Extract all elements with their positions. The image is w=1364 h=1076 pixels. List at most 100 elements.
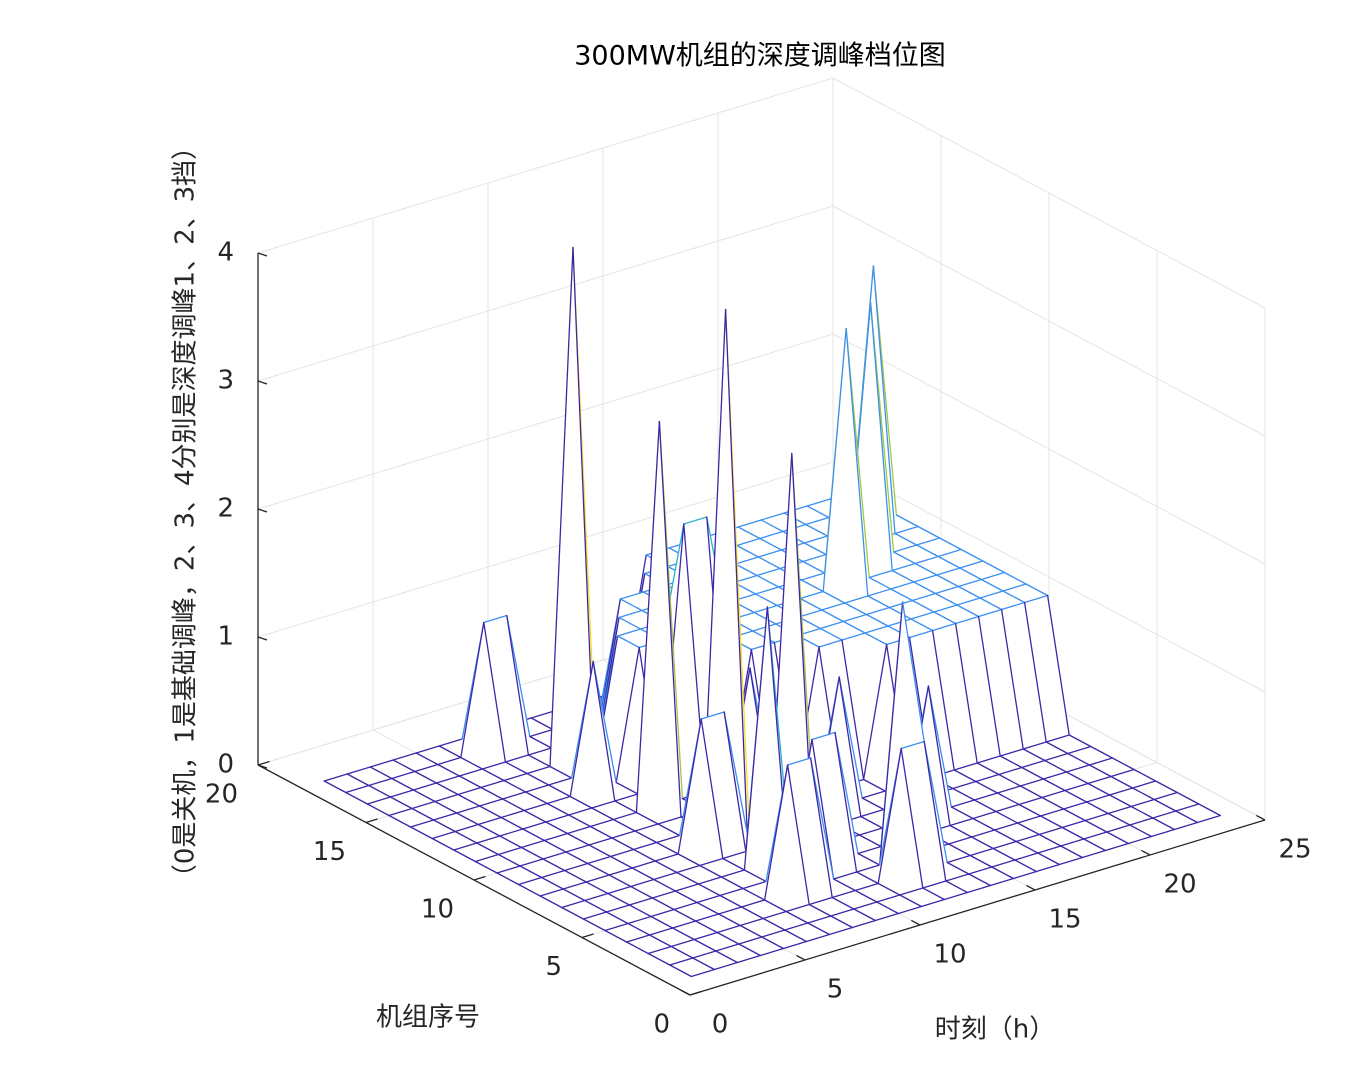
mesh-face	[610, 849, 656, 868]
mesh-edge	[894, 532, 918, 546]
mesh-edge	[802, 553, 827, 563]
mesh-edge	[618, 616, 642, 630]
mesh-edge	[736, 954, 762, 964]
mesh-edge	[1107, 805, 1132, 815]
mesh-edge	[524, 784, 550, 793]
mesh-edge	[1152, 817, 1176, 831]
mesh-edge	[647, 952, 671, 966]
mesh-edge	[858, 834, 882, 848]
mesh-edge	[761, 936, 785, 950]
mesh-face	[821, 603, 867, 622]
mesh-edge	[522, 828, 546, 842]
y-tick	[581, 933, 594, 939]
mesh-edge	[975, 780, 999, 794]
mesh-edge	[591, 800, 616, 809]
mesh-edge	[614, 800, 638, 814]
mesh-edge	[763, 899, 787, 913]
mesh-edge	[808, 903, 832, 917]
mesh-edge	[392, 752, 417, 761]
mesh-edge	[1064, 789, 1088, 803]
mesh-edge	[612, 818, 636, 832]
mesh-edge	[1067, 745, 1092, 755]
mesh-edge	[891, 562, 916, 572]
mesh-edge	[842, 613, 868, 623]
mesh-edge	[673, 908, 697, 922]
mesh-edge	[716, 924, 741, 934]
mesh-edge	[1015, 833, 1040, 843]
mesh-edge	[547, 784, 571, 798]
mesh-edge	[947, 843, 971, 857]
mesh-edge	[819, 627, 843, 641]
mesh-edge	[431, 837, 455, 851]
mesh-edge	[604, 922, 629, 932]
mesh-edge	[968, 873, 992, 887]
mesh-face	[970, 848, 1015, 867]
mesh-edge	[539, 888, 564, 897]
mesh-edge	[865, 613, 889, 627]
mesh-edge	[1110, 768, 1135, 778]
mesh-edge	[1130, 805, 1154, 819]
mesh-edge	[497, 853, 521, 867]
mesh-edge	[936, 574, 960, 588]
mesh-edge	[911, 592, 937, 602]
mesh-face	[800, 591, 845, 610]
mesh-edge	[947, 836, 973, 845]
mesh-edge	[805, 516, 830, 526]
mesh-edge	[993, 822, 1019, 831]
mesh-face	[504, 773, 549, 792]
mesh-edge	[657, 823, 681, 837]
mesh-edge	[650, 915, 674, 929]
mesh-edge	[676, 864, 701, 874]
mesh-edge	[692, 950, 717, 959]
mesh-edge	[625, 934, 651, 943]
mesh-edge	[854, 882, 879, 892]
mesh-edge	[913, 574, 938, 583]
mesh-face	[501, 810, 546, 829]
mesh-edge	[811, 731, 836, 741]
mesh-edge	[653, 871, 678, 881]
mesh-edge	[892, 551, 916, 565]
mesh-edge	[530, 710, 555, 719]
mesh-face	[980, 591, 1025, 610]
mesh-edge	[434, 793, 459, 803]
mesh-face	[936, 568, 982, 587]
mesh-edge	[853, 908, 877, 922]
mesh-edge	[891, 569, 915, 583]
mesh-face	[934, 605, 979, 624]
mesh-edge	[454, 830, 478, 844]
mesh-edge	[366, 803, 390, 817]
mesh-edge	[763, 764, 789, 901]
mesh-edge	[838, 676, 863, 799]
mesh-edge	[366, 796, 392, 805]
mesh-face	[867, 589, 913, 608]
mesh-edge	[740, 906, 764, 920]
mesh-edge	[844, 595, 869, 604]
mesh-edge	[1108, 794, 1132, 808]
mesh-edge	[547, 777, 573, 786]
mesh-edge	[913, 581, 937, 595]
mesh-edge	[545, 821, 569, 835]
mesh-edge	[455, 812, 479, 826]
mesh-edge	[877, 747, 902, 885]
mesh-edge	[669, 957, 694, 966]
mesh-face	[347, 767, 392, 786]
mesh-face	[632, 861, 677, 880]
mesh-edge	[546, 795, 571, 805]
mesh-edge	[998, 766, 1023, 776]
mesh-edge	[526, 772, 550, 786]
mesh-face	[324, 774, 369, 793]
mesh-edge	[1110, 775, 1134, 789]
mesh-edge	[715, 943, 740, 952]
mesh-edge	[966, 884, 992, 894]
mesh-edge	[832, 878, 856, 892]
mesh-edge	[819, 620, 845, 630]
mesh-edge	[900, 747, 924, 889]
mesh-edge	[435, 782, 459, 796]
mesh-edge	[762, 910, 787, 920]
z-tick-label: 1	[217, 622, 234, 652]
grid-line	[257, 333, 1266, 565]
mesh-edge	[628, 897, 654, 906]
mesh-edge	[979, 597, 1003, 611]
mesh-edge	[519, 865, 543, 879]
mesh-face	[651, 909, 696, 928]
